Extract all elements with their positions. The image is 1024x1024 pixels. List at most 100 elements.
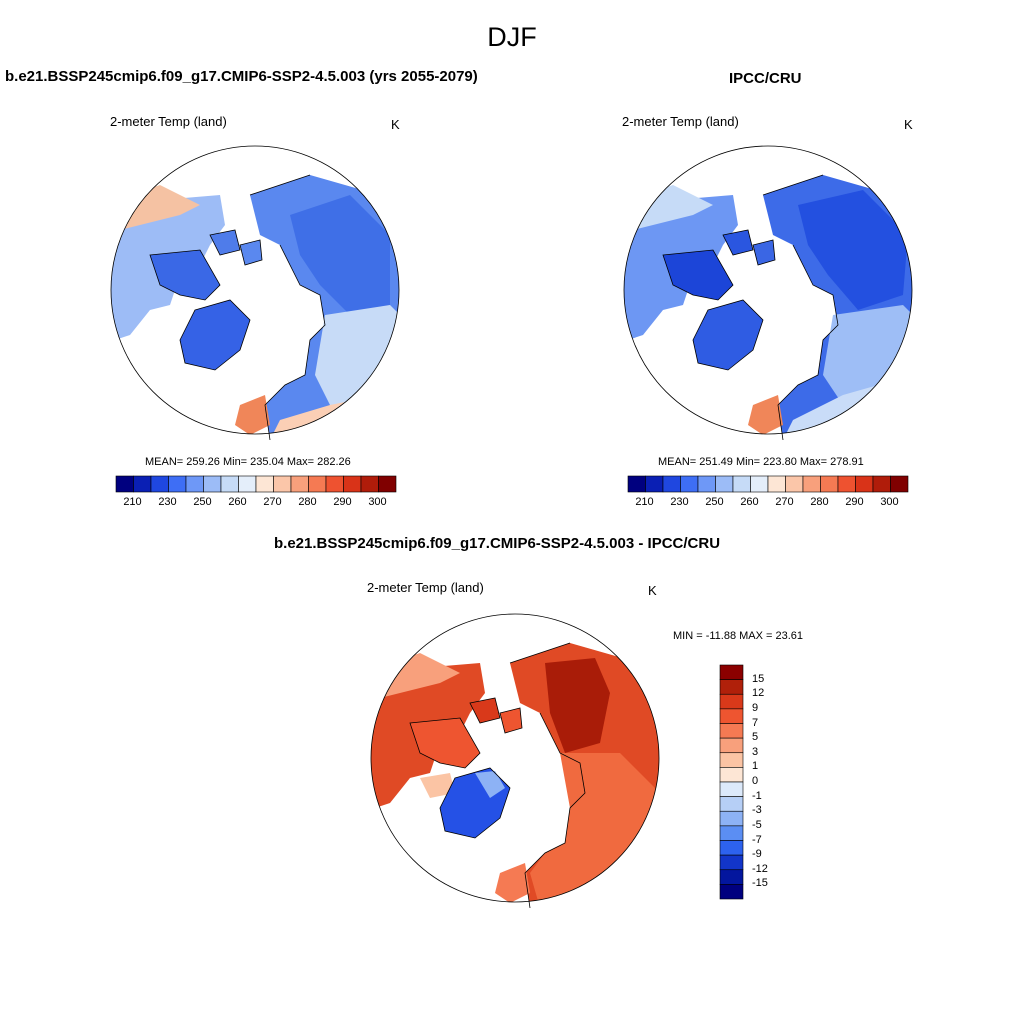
panel1-colorbar-box	[220, 475, 239, 493]
panel1-variable-label: 2-meter Temp (land)	[110, 114, 227, 129]
panel2-colorbar-box	[645, 475, 664, 493]
panel1-colorbar-box	[115, 475, 134, 493]
panel2-colorbar-box	[872, 475, 891, 493]
panel2-colorbar-box	[732, 475, 751, 493]
panel3-colorbar-box	[719, 884, 744, 900]
panel1-colorbar-box	[203, 475, 222, 493]
panel3-colorbar-tick-label: 12	[752, 687, 765, 700]
panel2-colorbar-box	[715, 475, 734, 493]
panel1-map	[110, 145, 400, 441]
panel1-colorbar-box	[290, 475, 309, 493]
panel2-title: IPCC/CRU	[729, 70, 802, 87]
panel3-colorbar-box	[719, 737, 744, 754]
panel2-variable-label: 2-meter Temp (land)	[622, 114, 739, 129]
panel1-colorbar-tick-label: 260	[228, 496, 247, 508]
panel3-title: b.e21.BSSP245cmip6.f09_g17.CMIP6-SSP2-4.…	[274, 535, 721, 552]
panel2-colorbar-tick-label: 230	[670, 496, 689, 508]
panel2-colorbar-box	[820, 475, 839, 493]
panel2-stats: MEAN= 251.49 Min= 223.80 Max= 278.91	[658, 456, 864, 468]
panel3-colorbar-tick-label: -15	[752, 877, 768, 890]
panel2-colorbar-box	[697, 475, 716, 493]
panel1-colorbar-tick-label: 270	[263, 496, 282, 508]
panel2-colorbar-labels: 210 230 250 260 270 280 290 300	[624, 496, 924, 510]
panel1-colorbar-box	[308, 475, 327, 493]
panel2-colorbar-box	[837, 475, 856, 493]
panel3-colorbar-box	[719, 840, 744, 856]
panel3-colorbar-box	[719, 825, 744, 841]
panel2-colorbar-tick-label: 300	[880, 496, 899, 508]
panel1-colorbar-tick-label: 250	[193, 496, 212, 508]
panel1-title: b.e21.BSSP245cmip6.f09_g17.CMIP6-SSP2-4.…	[5, 68, 478, 85]
panel2-colorbar-box	[662, 475, 681, 493]
panel2-colorbar-box	[890, 475, 909, 493]
panel1-colorbar-box	[325, 475, 344, 493]
panel3-map	[370, 613, 660, 909]
panel2-colorbar-box	[802, 475, 821, 493]
panel3-colorbar-box	[719, 693, 744, 710]
panel2-colorbar	[627, 475, 909, 493]
panel1-colorbar-tick-label: 290	[333, 496, 352, 508]
panel2-colorbar-box	[627, 475, 646, 493]
panel1-colorbar-box	[238, 475, 257, 493]
panel3-colorbar-tick-label: -7	[752, 833, 762, 846]
panel3-colorbar-tick-label: -3	[752, 804, 762, 817]
panel1-colorbar-box	[150, 475, 169, 493]
panel3-colorbar-tick-label: 7	[752, 716, 759, 729]
panel3-colorbar-box	[719, 752, 744, 768]
panel1-colorbar-box	[273, 475, 292, 493]
panel3-colorbar-tick-label: 1	[752, 760, 759, 773]
panel1-colorbar-box	[255, 475, 274, 493]
panel1-colorbar-box	[343, 475, 362, 493]
panel3-colorbar-tick-label: 0	[752, 775, 759, 787]
panel1-colorbar-box	[360, 475, 379, 493]
panel3-colorbar-box	[719, 664, 744, 680]
panel3-colorbar-box	[719, 708, 744, 724]
panel1-colorbar-tick-label: 300	[368, 496, 387, 508]
panel3-variable-label: 2-meter Temp (land)	[367, 580, 484, 595]
panel2-units: K	[904, 117, 913, 132]
panel2-colorbar-tick-label: 210	[635, 496, 654, 508]
panel3-stats: MIN = -11.88 MAX = 23.61	[673, 630, 804, 642]
panel1-colorbar-tick-label: 280	[298, 496, 317, 508]
panel3-colorbar-tick-label: -9	[752, 848, 762, 861]
panel2-colorbar-tick-label: 280	[810, 496, 829, 508]
panel2-map	[623, 145, 913, 441]
panel2-colorbar-tick-label: 290	[845, 496, 864, 508]
panel1-stats: MEAN= 259.26 Min= 235.04 Max= 282.26	[145, 456, 351, 468]
panel3-colorbar-labels: 15 12 9 7 5 3 1 0 -1 -3 -5 -7 -9 -12 -15	[750, 664, 790, 900]
panel2-colorbar-tick-label: 250	[705, 496, 724, 508]
panel2-colorbar-box	[680, 475, 699, 493]
panel1-colorbar-box	[185, 475, 204, 493]
panel1-units: K	[391, 117, 400, 132]
panel2-colorbar-tick-label: 270	[775, 496, 794, 508]
panel3-colorbar-box	[719, 767, 744, 783]
main-title: DJF	[487, 22, 537, 52]
panel3-colorbar-tick-label: -12	[752, 862, 768, 875]
panel1-colorbar-tick-label: 230	[158, 496, 177, 508]
panel1-colorbar-box	[133, 475, 152, 493]
panel3-colorbar-box	[719, 781, 744, 797]
panel3-colorbar-tick-label: -5	[752, 818, 762, 831]
panel2-colorbar-box	[750, 475, 769, 493]
panel3-colorbar-tick-label: 5	[752, 731, 759, 744]
panel3-colorbar-tick-label: 3	[752, 745, 759, 758]
panel2-colorbar-box	[767, 475, 786, 493]
panel3-colorbar-box	[719, 723, 744, 739]
panel2-colorbar-tick-label: 260	[740, 496, 759, 508]
panel3-colorbar-box	[719, 854, 744, 871]
panel3-units: K	[648, 583, 657, 598]
panel3-colorbar-box	[719, 810, 744, 827]
panel3-colorbar	[719, 664, 744, 900]
panel1-colorbar-labels: 210 230 250 260 270 280 290 300	[112, 496, 412, 510]
panel3-colorbar-box	[719, 869, 744, 885]
panel1-colorbar-box	[378, 475, 397, 493]
panel3-colorbar-tick-label: -1	[752, 789, 762, 802]
panel1-colorbar-tick-label: 210	[123, 496, 142, 508]
panel3-colorbar-box	[719, 679, 744, 695]
panel3-colorbar-tick-label: 15	[752, 672, 765, 685]
panel2-colorbar-box	[785, 475, 804, 493]
panel3-colorbar-box	[719, 796, 744, 812]
panel1-colorbar	[115, 475, 397, 493]
panel2-colorbar-box	[855, 475, 874, 493]
panel3-colorbar-tick-label: 9	[752, 701, 759, 714]
